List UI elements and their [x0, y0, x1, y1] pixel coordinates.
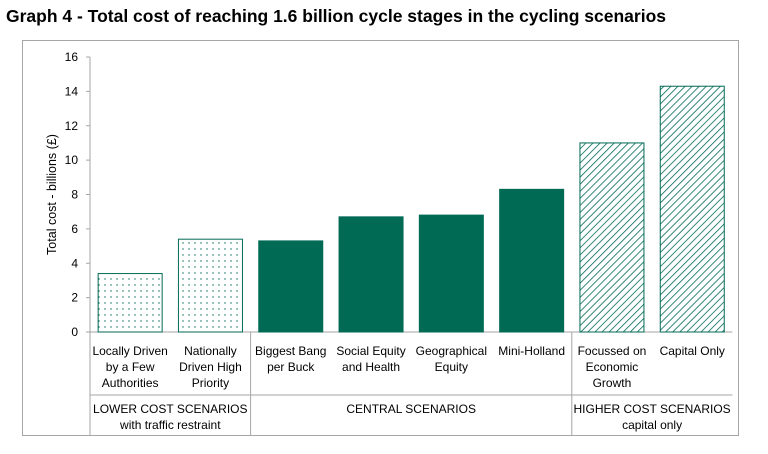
group-label: CENTRAL SCENARIOS	[346, 402, 476, 416]
chart-title: Graph 4 - Total cost of reaching 1.6 bil…	[6, 6, 667, 26]
category-label: Nationally	[184, 344, 237, 358]
bar	[338, 216, 404, 333]
bar	[258, 240, 324, 333]
category-label: by a Few	[106, 360, 155, 374]
group-label: with traffic restraint	[119, 418, 221, 432]
bar	[97, 273, 163, 333]
chart-frame	[22, 40, 739, 436]
category-label: Biggest Bang	[255, 344, 326, 358]
bar	[499, 188, 565, 333]
bar	[418, 214, 484, 333]
group-label: LOWER COST SCENARIOS	[93, 402, 247, 416]
group-label: capital only	[622, 418, 682, 432]
category-label: per Buck	[267, 360, 315, 374]
bar	[579, 142, 645, 333]
y-tick-label: 10	[65, 153, 79, 167]
y-tick-label: 0	[71, 325, 78, 339]
y-tick-label: 8	[71, 188, 78, 202]
bar	[177, 238, 243, 333]
group-label: HIGHER COST SCENARIOS	[574, 402, 731, 416]
category-label: Geographical	[416, 344, 487, 358]
y-tick-label: 12	[65, 119, 79, 133]
y-tick-label: 16	[65, 50, 79, 64]
category-label: and Health	[342, 360, 400, 374]
category-label: Equity	[435, 360, 468, 374]
y-tick-label: 4	[71, 256, 78, 270]
category-label: Authorities	[102, 376, 159, 390]
category-label: Social Equity	[336, 344, 405, 358]
category-label: Growth	[593, 376, 632, 390]
y-axis-label: Total cost - billions (£)	[45, 134, 59, 255]
category-label: Locally Driven	[92, 344, 167, 358]
y-tick-label: 6	[71, 222, 78, 236]
category-label: Capital Only	[660, 344, 725, 358]
bar	[659, 85, 725, 333]
y-tick-label: 2	[71, 291, 78, 305]
category-label: Driven High	[179, 360, 242, 374]
category-label: Focussed on	[578, 344, 647, 358]
y-tick-label: 14	[65, 84, 79, 98]
category-label: Mini-Holland	[498, 344, 565, 358]
category-label: Priority	[192, 376, 229, 390]
category-label: Economic	[586, 360, 639, 374]
